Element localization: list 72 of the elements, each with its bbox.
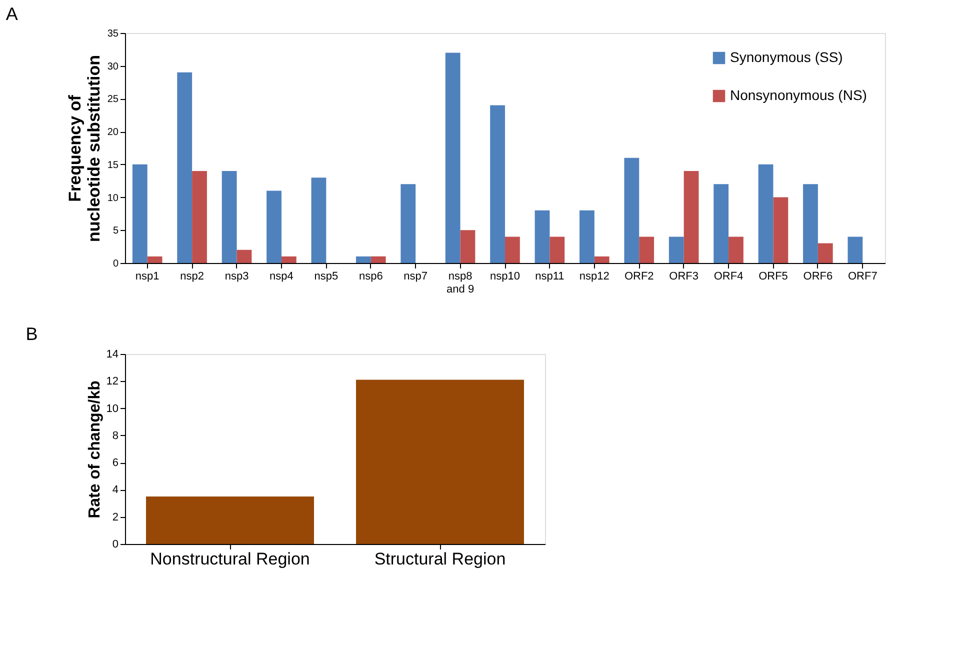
bar (177, 72, 192, 263)
bar (222, 171, 237, 263)
bar (311, 178, 326, 263)
y-tick-label: 10 (106, 402, 118, 415)
bar (400, 184, 416, 263)
y-tick-label: 0 (112, 258, 119, 270)
bar (580, 210, 594, 263)
x-tick-label: ORF2 (624, 270, 654, 282)
bar (236, 250, 252, 263)
x-tick-label: ORF4 (714, 270, 744, 282)
x-tick-label: Structural Region (374, 550, 506, 568)
y-tick-label: 25 (107, 94, 119, 106)
y-tick-label: 0 (112, 538, 118, 550)
bar (281, 256, 296, 263)
x-tick-label: Nonstructural Region (150, 550, 310, 568)
bar (848, 236, 863, 263)
bar (668, 236, 684, 263)
bar (818, 243, 833, 263)
x-tick-label: ORF5 (758, 270, 788, 282)
bar (192, 171, 207, 263)
x-tick-label: nsp12 (579, 270, 610, 282)
x-tick-label: nsp2 (180, 270, 204, 282)
bar (624, 158, 640, 263)
x-tick-label: nsp7 (404, 270, 428, 282)
chart-title: A (6, 4, 18, 24)
bar (534, 210, 550, 263)
bar (132, 164, 148, 263)
y-tick-label: 20 (107, 127, 119, 138)
y-tick-label: 10 (107, 192, 119, 204)
bar (370, 256, 386, 263)
y-tick-label: 14 (106, 348, 118, 360)
y-tick-label: 8 (112, 430, 118, 442)
bar (505, 236, 520, 263)
x-tick-label: nsp6 (358, 270, 383, 282)
y-axis-title: Rate of change/kb (86, 380, 104, 518)
x-tick-label: nsp11 (535, 270, 564, 282)
bar (714, 184, 729, 263)
y-tick-label: 15 (107, 160, 119, 171)
y-tick-label: 2 (112, 511, 118, 524)
bar (758, 164, 774, 263)
x-tick-label: ORF7 (848, 270, 878, 282)
bar (639, 236, 654, 263)
y-tick-label: 4 (112, 484, 118, 496)
bar (773, 197, 788, 263)
x-tick-label: nsp5 (314, 270, 338, 282)
bar (460, 230, 476, 263)
x-tick-label: nsp3 (224, 270, 249, 282)
y-tick-label: 12 (106, 376, 118, 388)
x-tick-label: nsp4 (270, 270, 294, 282)
legend-label: Synonymous (SS) (730, 49, 843, 65)
x-tick-label: nsp10 (490, 270, 520, 282)
y-tick-label: 6 (112, 457, 118, 470)
bar (356, 256, 371, 263)
bar (594, 256, 610, 263)
bar (684, 171, 699, 263)
y-tick-label: 5 (112, 226, 119, 237)
x-tick-label: ORF3 (669, 270, 698, 282)
x-tick-label: nsp8 and 9 (446, 270, 474, 296)
legend-label: Nonsynonymous (NS) (730, 87, 867, 103)
bar (490, 105, 505, 263)
bar (550, 236, 565, 263)
y-axis-title: Frequency of nucleotide substitution (65, 55, 104, 242)
y-tick-label: 35 (107, 28, 119, 40)
chart-title: B (26, 324, 38, 344)
bar (803, 184, 818, 263)
bar (445, 52, 460, 263)
bar (147, 256, 162, 263)
y-tick-label: 30 (107, 61, 119, 72)
bar (728, 236, 744, 263)
x-tick-label: nsp1 (135, 270, 160, 282)
bar (266, 190, 282, 263)
x-tick-label: ORF6 (803, 270, 833, 282)
